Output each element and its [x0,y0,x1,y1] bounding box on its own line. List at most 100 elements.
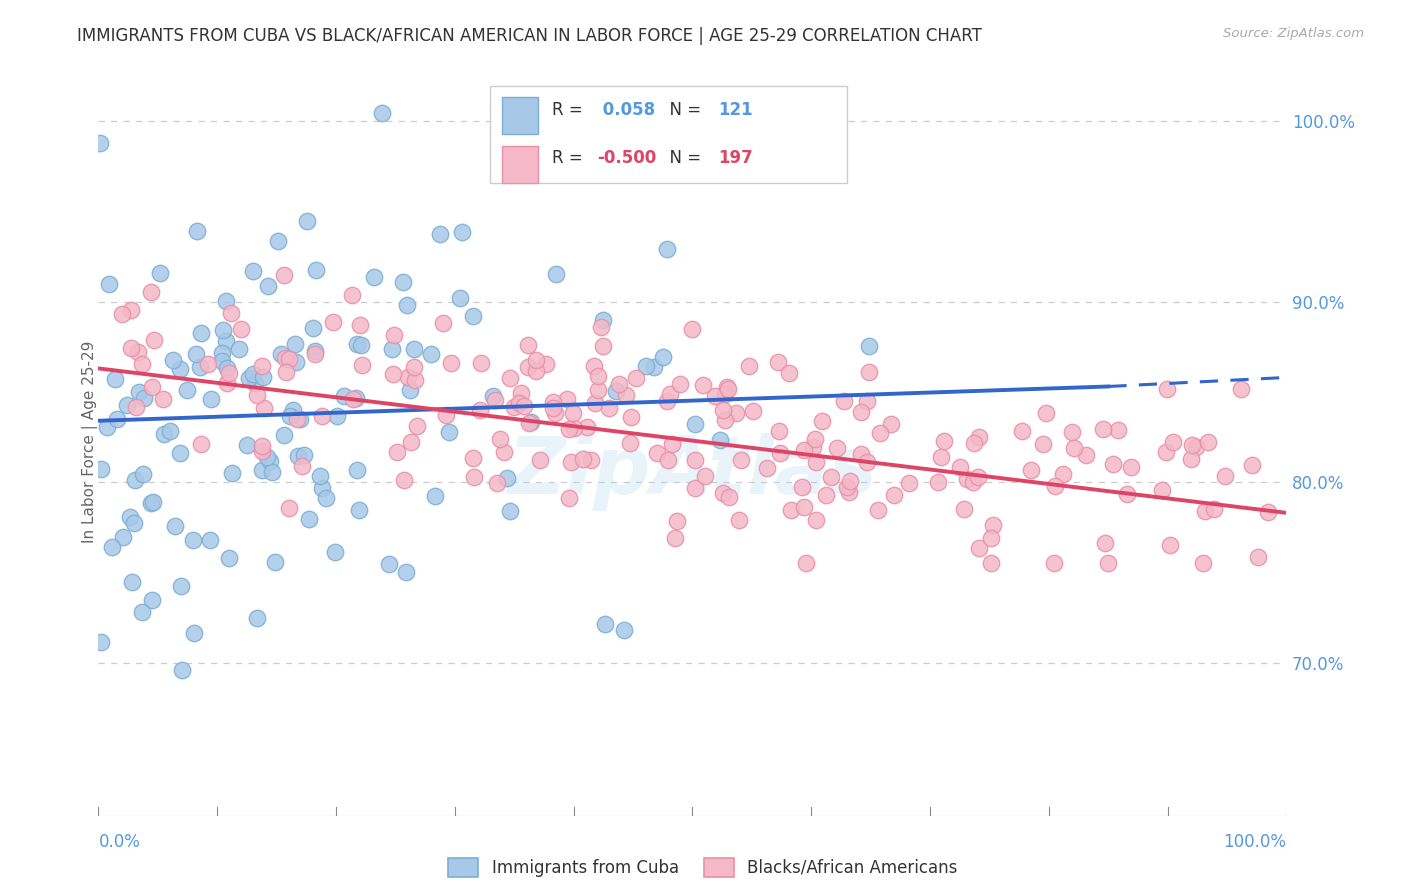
Point [717,382,740,396]
Point [89,136,111,150]
Point [188,360,211,375]
Text: 197: 197 [718,149,754,168]
Point [713,413,735,427]
Point [576,419,599,434]
Point [655,242,678,256]
Point [1094,535,1116,549]
Point [211,346,233,360]
Point [326,409,349,423]
Point [259,454,281,468]
Point [218,551,240,566]
Point [869,425,891,440]
Point [391,275,413,289]
Point [264,554,287,568]
Point [643,360,665,375]
Point [508,395,530,409]
Point [592,313,614,327]
Point [1161,435,1184,450]
Text: IMMIGRANTS FROM CUBA VS BLACK/AFRICAN AMERICAN IN LABOR FORCE | AGE 25-29 CORREL: IMMIGRANTS FROM CUBA VS BLACK/AFRICAN AM… [77,27,983,45]
Text: R =: R = [553,149,588,168]
Point [858,339,880,353]
Point [614,388,637,402]
Point [868,502,890,516]
Point [215,334,238,349]
Point [218,366,240,380]
Point [560,454,582,468]
Point [499,504,522,518]
Point [349,318,371,333]
Point [681,322,703,336]
Point [967,541,990,555]
Point [211,353,233,368]
Point [470,356,492,370]
Point [832,394,855,409]
Point [1154,445,1177,459]
Point [440,356,463,370]
Point [796,557,818,571]
Point [730,453,752,467]
Text: R =: R = [553,101,588,119]
Point [613,624,636,638]
Point [169,362,191,376]
Point [311,481,333,495]
Point [482,389,505,403]
Point [583,359,606,373]
Text: 0.0%: 0.0% [98,832,141,851]
Point [287,450,309,464]
Point [517,416,540,430]
Point [217,376,239,391]
Point [979,557,1001,571]
Point [780,502,803,516]
Point [395,566,418,580]
Point [172,664,194,678]
Point [1076,449,1098,463]
Point [217,361,239,376]
Point [664,531,686,545]
Point [820,469,842,483]
Point [159,425,181,439]
Point [298,512,321,526]
Text: N =: N = [659,101,707,119]
Point [517,338,540,352]
Point [278,409,301,423]
Point [350,338,373,352]
Point [541,401,564,415]
Point [288,411,311,425]
Point [1202,502,1225,516]
Point [502,401,524,415]
Point [132,467,155,481]
Point [1021,463,1043,477]
Point [352,358,374,372]
Point [524,364,547,378]
Point [250,463,273,477]
Point [243,376,266,390]
Point [120,509,142,524]
Point [1257,505,1279,519]
Text: Source: ZipAtlas.com: Source: ZipAtlas.com [1223,27,1364,40]
Point [250,444,273,458]
Point [768,425,790,439]
Point [278,500,301,515]
Point [285,411,308,425]
Point [1185,440,1208,454]
Point [1043,557,1066,571]
Point [111,530,134,544]
Point [769,445,792,459]
Point [257,279,280,293]
Point [141,380,163,394]
Point [322,315,344,329]
Point [344,391,367,405]
Point [835,479,858,493]
Point [858,365,880,379]
Point [778,152,800,166]
Point [486,475,509,490]
Text: 100.0%: 100.0% [1223,832,1286,851]
Point [105,411,128,425]
Point [927,475,949,490]
Point [801,440,824,454]
Point [742,404,765,418]
Point [120,303,142,318]
Point [215,293,238,308]
Point [827,441,849,455]
Point [661,436,683,450]
